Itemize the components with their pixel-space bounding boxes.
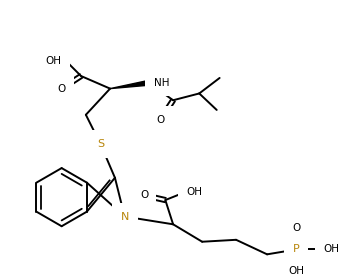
Text: O: O xyxy=(156,115,165,125)
Text: OH: OH xyxy=(46,57,62,66)
Text: N: N xyxy=(120,212,129,222)
Text: O: O xyxy=(57,84,66,94)
Text: OH: OH xyxy=(323,245,339,255)
Text: P: P xyxy=(293,245,300,255)
Polygon shape xyxy=(110,80,149,89)
Text: NH: NH xyxy=(154,78,169,88)
Text: S: S xyxy=(97,139,104,149)
Text: OH: OH xyxy=(288,266,304,276)
Text: O: O xyxy=(140,190,148,200)
Text: OH: OH xyxy=(187,187,203,197)
Text: O: O xyxy=(292,223,300,233)
